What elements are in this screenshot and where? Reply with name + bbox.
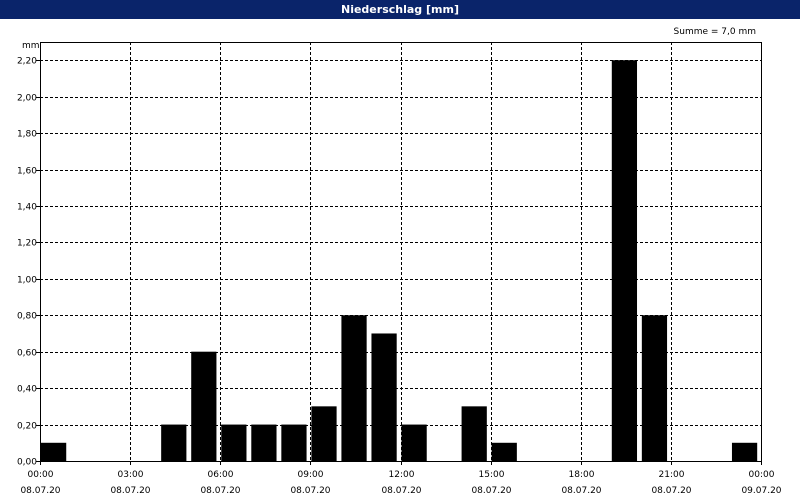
x-tick-date-label: 08.07.20 (471, 486, 511, 496)
bar (41, 442, 67, 461)
bar (281, 424, 307, 461)
y-tick-label: 1,40 (17, 203, 37, 213)
y-tick-label: 0,40 (17, 385, 37, 395)
bar (341, 315, 367, 461)
x-tick-date-label: 08.07.20 (200, 486, 240, 496)
x-tick-date-label: 08.07.20 (110, 486, 150, 496)
plot-area (40, 42, 761, 461)
x-tick-time-label: 00:00 (749, 470, 775, 480)
y-tick-label: 1,80 (17, 130, 37, 140)
bar (641, 315, 668, 461)
y-tick-label: 2,00 (17, 94, 37, 104)
x-tick-time-label: 00:00 (28, 470, 54, 480)
bar (161, 424, 187, 461)
x-tick-date-label: 08.07.20 (561, 486, 601, 496)
bar (461, 406, 487, 461)
x-tick-date-label: 09.07.20 (741, 486, 781, 496)
bar (221, 424, 247, 461)
sum-annotation: Summe = 7,0 mm (674, 27, 756, 37)
y-tick-label: 0,00 (17, 458, 37, 468)
y-tick-label: 0,60 (17, 349, 37, 359)
x-tick-date-label: 08.07.20 (381, 486, 421, 496)
x-tick-time-label: 18:00 (569, 470, 595, 480)
bar (491, 442, 517, 461)
x-tick-time-label: 15:00 (479, 470, 505, 480)
y-tick-label: 0,80 (17, 312, 37, 322)
x-tick-time-label: 09:00 (298, 470, 324, 480)
y-tick-label: 0,20 (17, 422, 37, 432)
bar (731, 442, 758, 461)
y-tick-label: 2,20 (17, 57, 37, 67)
bar (251, 424, 277, 461)
y-tick-label: 1,00 (17, 276, 37, 286)
y-axis-label: mm (22, 41, 40, 51)
bar (191, 351, 217, 461)
x-tick-time-label: 12:00 (389, 470, 415, 480)
bar (311, 406, 337, 461)
x-tick-date-label: 08.07.20 (20, 486, 60, 496)
plot-border (40, 42, 762, 462)
x-tick-time-label: 03:00 (118, 470, 144, 480)
chart-title: Niederschlag [mm] (0, 0, 800, 19)
x-tick-date-label: 08.07.20 (651, 486, 691, 496)
bar (611, 60, 638, 461)
bar (401, 424, 427, 461)
x-tick-time-label: 06:00 (208, 470, 234, 480)
y-tick-label: 1,20 (17, 239, 37, 249)
y-tick-label: 1,60 (17, 167, 37, 177)
x-tick-time-label: 21:00 (659, 470, 685, 480)
x-tick-date-label: 08.07.20 (290, 486, 330, 496)
bar (371, 333, 397, 461)
